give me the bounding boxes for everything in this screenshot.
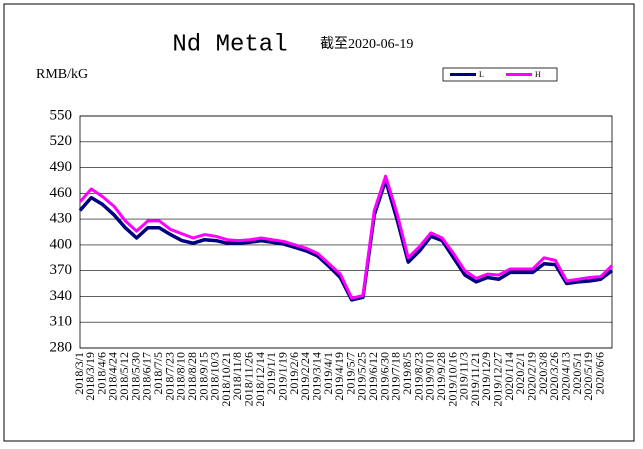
x-tick-label: 2019/4/1 — [321, 352, 335, 395]
y-axis-label: RMB/kG — [36, 67, 88, 82]
x-tick-label: 2018/10/3 — [208, 352, 222, 401]
x-tick-label: 2018/9/15 — [196, 352, 210, 401]
x-tick-label: 2019/5/7 — [343, 352, 357, 395]
y-tick-label: 280 — [50, 339, 73, 355]
x-tick-label: 2018/4/24 — [106, 352, 120, 401]
x-tick-label: 2019/12/27 — [491, 352, 505, 407]
x-tick-label: 2020/5/1 — [570, 352, 584, 395]
x-tick-label: 2020/3/26 — [547, 352, 561, 401]
legend-box — [442, 67, 558, 82]
x-tick-label: 2018/3/1 — [72, 352, 86, 395]
x-tick-label: 2018/8/10 — [174, 352, 188, 401]
y-tick-label: 400 — [50, 236, 73, 252]
x-tick-label: 2019/9/28 — [434, 352, 448, 401]
x-tick-label: 2019/5/25 — [355, 352, 369, 401]
x-tick-label: 2018/7/5 — [151, 352, 165, 395]
y-tick-label: 340 — [50, 288, 73, 304]
x-tick-label: 2019/4/19 — [332, 352, 346, 401]
x-tick-label: 2019/1/1 — [264, 352, 278, 395]
legend-label: H — [535, 70, 541, 79]
x-tick-label: 2020/4/13 — [558, 352, 572, 401]
x-tick-label: 2019/3/14 — [309, 352, 323, 401]
chart-title: Nd Metal — [172, 31, 287, 58]
x-tick-label: 2018/11/8 — [230, 352, 244, 400]
x-tick-label: 2019/2/6 — [287, 352, 301, 395]
x-tick-label: 2019/11/21 — [468, 352, 482, 406]
x-tick-label: 2019/1/19 — [275, 352, 289, 401]
x-tick-label: 2019/7/18 — [389, 352, 403, 401]
x-tick-label: 2018/5/12 — [117, 352, 131, 401]
x-tick-label: 2018/10/21 — [219, 352, 233, 407]
x-tick-label: 2019/8/5 — [400, 352, 414, 395]
x-tick-label: 2018/6/17 — [140, 352, 154, 401]
y-tick-label: 460 — [50, 185, 73, 201]
y-tick-label: 310 — [50, 314, 73, 330]
y-tick-label: 550 — [50, 107, 73, 123]
plot-area — [79, 115, 613, 349]
x-tick-label: 2019/9/10 — [423, 352, 437, 401]
x-tick-label: 2019/11/3 — [457, 352, 471, 400]
y-tick-label: 490 — [50, 159, 73, 175]
x-tick-label: 2020/2/19 — [525, 352, 539, 401]
x-tick-label: 2020/1/14 — [502, 352, 516, 401]
line-series — [78, 174, 614, 300]
chart-subtitle: 截至2020-06-19 — [320, 36, 413, 52]
x-tick-label: 2019/6/12 — [366, 352, 380, 401]
x-tick-label: 2019/12/9 — [479, 352, 493, 401]
x-tick-label: 2018/7/23 — [162, 352, 176, 401]
x-tick-label: 2018/12/14 — [253, 352, 267, 407]
x-tick-label: 2019/2/24 — [298, 352, 312, 401]
x-tick-label: 2020/6/6 — [592, 352, 606, 395]
x-tick-label: 2018/5/30 — [128, 352, 142, 401]
x-tick-label: 2018/8/28 — [185, 352, 199, 401]
y-tick-label: 370 — [50, 262, 73, 278]
x-tick-label: 2020/2/1 — [513, 352, 527, 395]
x-tick-label: 2018/3/19 — [83, 352, 97, 401]
x-tick-label: 2018/11/26 — [242, 352, 256, 406]
y-tick-label: 520 — [50, 133, 73, 149]
x-tick-label: 2019/6/30 — [377, 352, 391, 401]
x-tick-label: 2019/10/16 — [445, 352, 459, 407]
legend-label: L — [479, 70, 484, 79]
y-tick-label: 430 — [50, 211, 73, 227]
x-tick-label: 2020/3/8 — [536, 352, 550, 395]
x-tick-label: 2020/5/19 — [581, 352, 595, 401]
x-tick-label: 2018/4/6 — [94, 352, 108, 395]
x-tick-label: 2019/8/23 — [411, 352, 425, 401]
